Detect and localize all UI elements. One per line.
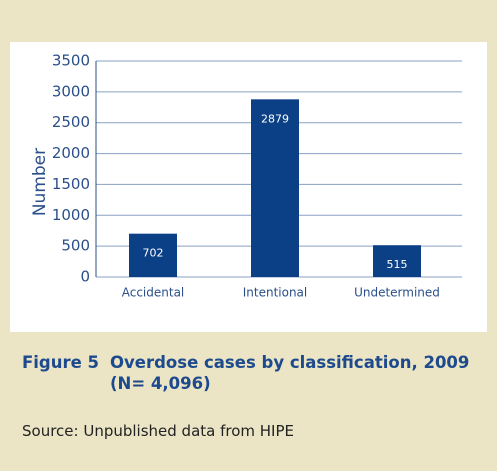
bar [251,99,299,277]
source: Source: Unpublished data from HIPE [22,422,295,440]
chart-subtitle: (N= 4,096) [110,374,211,393]
y-axis-label: Number [30,148,50,216]
y-tick-label: 3000 [52,82,90,100]
x-tick-label: Accidental [122,286,185,300]
data-label: 515 [387,258,408,271]
caption: Figure 5 Overdose cases by classification… [22,352,469,394]
chart-panel [10,42,487,332]
y-tick-label: 3500 [52,52,90,70]
y-tick-label: 500 [61,237,90,255]
y-tick-label: 1500 [52,175,90,193]
figure-label: Figure 5 [22,353,100,372]
bar [129,233,177,277]
data-label: 702 [143,247,164,260]
y-tick-label: 1000 [52,206,90,224]
y-tick-label: 2500 [52,113,90,131]
x-tick-label: Intentional [243,286,308,300]
data-label: 2879 [261,112,289,125]
x-tick-label: Undetermined [354,286,440,300]
y-tick-label: 2000 [52,144,90,162]
bar [373,245,421,277]
y-tick-label: 0 [80,268,90,286]
chart-title: Overdose cases by classification, 2009 [110,353,470,372]
chart: Number 0 500 1000 1500 2000 2500 3000 3500 Accid… [10,42,487,332]
